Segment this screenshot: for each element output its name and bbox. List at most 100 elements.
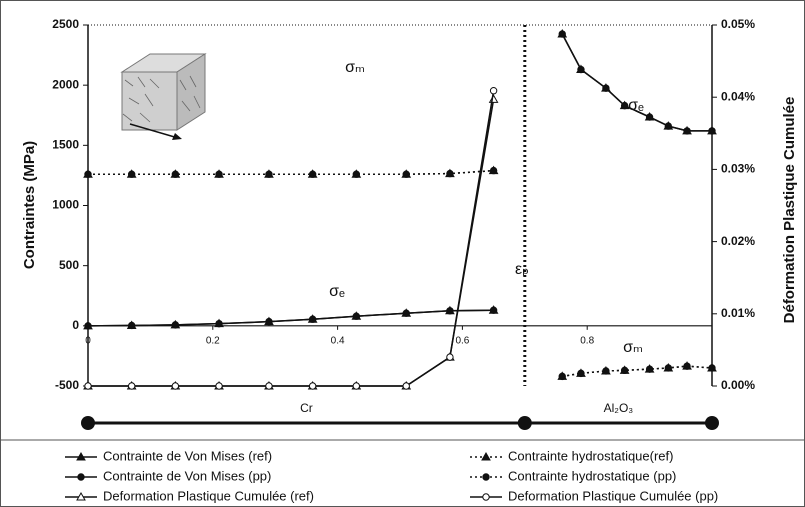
legend-item: Deformation Plastique Cumulée (pp) (470, 488, 718, 503)
marker (308, 170, 317, 178)
marker (308, 315, 317, 323)
marker (215, 382, 223, 390)
marker (352, 382, 361, 390)
legend-item: Deformation Plastique Cumulée (ref) (65, 488, 314, 503)
marker (558, 372, 566, 381)
annotation: σₘ (623, 339, 643, 356)
marker (602, 84, 610, 92)
marker (84, 382, 92, 390)
annotation: σₑ (329, 283, 345, 300)
cube-inset (120, 53, 207, 140)
legend-label: Contrainte hydrostatique (pp) (508, 468, 676, 483)
legend-marker (481, 451, 491, 461)
marker (683, 127, 691, 135)
marker (402, 382, 410, 390)
y-tick-label: 500 (59, 258, 79, 272)
y2-tick-label: 0.00% (721, 378, 755, 392)
marker (620, 101, 629, 110)
marker (664, 364, 673, 372)
legend-label: Deformation Plastique Cumulée (pp) (508, 488, 718, 503)
marker (84, 322, 92, 330)
marker (402, 309, 410, 317)
y-tick-label: -500 (55, 378, 79, 392)
legend-marker (482, 493, 490, 501)
legend-marker (76, 491, 86, 501)
y-tick-label: 1000 (52, 198, 79, 212)
marker (645, 365, 654, 373)
legend-label: Contrainte de Von Mises (pp) (103, 468, 271, 483)
marker (645, 113, 654, 121)
marker (265, 170, 273, 178)
marker (446, 307, 454, 315)
marker (127, 170, 136, 178)
marker (577, 369, 585, 378)
marker (620, 366, 629, 375)
marker (265, 382, 273, 390)
legend-marker (482, 473, 490, 481)
series-line (88, 90, 495, 387)
marker (171, 170, 180, 178)
marker (171, 382, 180, 390)
material-boundary (705, 416, 719, 430)
marker (215, 319, 223, 328)
legend-marker (77, 473, 85, 481)
marker (402, 170, 410, 178)
y-tick-label: 0 (72, 318, 79, 332)
x-tick-label: 0 (85, 335, 91, 346)
y2-axis-title: Déformation Plastique Cumulée (781, 97, 798, 324)
marker (308, 382, 317, 390)
legend-marker (76, 451, 86, 461)
legend-label: Deformation Plastique Cumulée (ref) (103, 488, 314, 503)
legend-item: Contrainte hydrostatique(ref) (470, 448, 673, 463)
y-tick-label: 1500 (52, 138, 79, 152)
marker (489, 166, 498, 175)
x-tick-label: 0.4 (331, 335, 345, 346)
annotation: εₚ (515, 261, 529, 278)
y-tick-label: 2000 (52, 77, 79, 91)
material-label: Al₂O₃ (604, 401, 634, 415)
legend-item: Contrainte de Von Mises (pp) (65, 468, 271, 483)
legend-item: Contrainte hydrostatique (pp) (470, 468, 676, 483)
marker (127, 321, 136, 330)
marker (489, 87, 498, 95)
marker (127, 382, 136, 390)
legend-item: Contrainte de Von Mises (ref) (65, 448, 272, 463)
marker (708, 127, 716, 135)
y2-tick-label: 0.03% (721, 162, 755, 176)
marker (602, 367, 610, 375)
marker (683, 362, 691, 370)
annotation: σₑ (628, 97, 644, 114)
marker (84, 170, 92, 178)
material-boundary (517, 416, 532, 430)
y2-tick-label: 0.02% (721, 234, 755, 248)
y-tick-label: 2500 (52, 17, 79, 31)
marker (446, 169, 454, 178)
y2-tick-label: 0.05% (721, 17, 755, 31)
marker (265, 317, 273, 326)
marker (577, 65, 585, 74)
legend-label: Contrainte hydrostatique(ref) (508, 448, 673, 463)
marker (171, 321, 180, 329)
y2-tick-label: 0.04% (721, 89, 755, 103)
marker (352, 312, 361, 320)
marker (352, 170, 361, 178)
marker (215, 170, 223, 178)
y2-tick-label: 0.01% (721, 306, 755, 320)
marker (708, 364, 716, 372)
x-tick-label: 0.8 (580, 335, 594, 346)
series-line (88, 169, 713, 378)
marker (446, 353, 454, 361)
y-axis-title: Contraintes (MPa) (21, 141, 38, 269)
x-tick-label: 0.2 (206, 335, 220, 346)
marker (664, 122, 673, 130)
x-tick-label: 0.6 (455, 335, 469, 346)
marker (489, 306, 498, 314)
annotation: σₘ (345, 59, 365, 76)
material-label: Cr (300, 401, 313, 415)
legend-label: Contrainte de Von Mises (ref) (103, 448, 272, 463)
material-boundary (81, 416, 95, 430)
marker (558, 30, 566, 38)
